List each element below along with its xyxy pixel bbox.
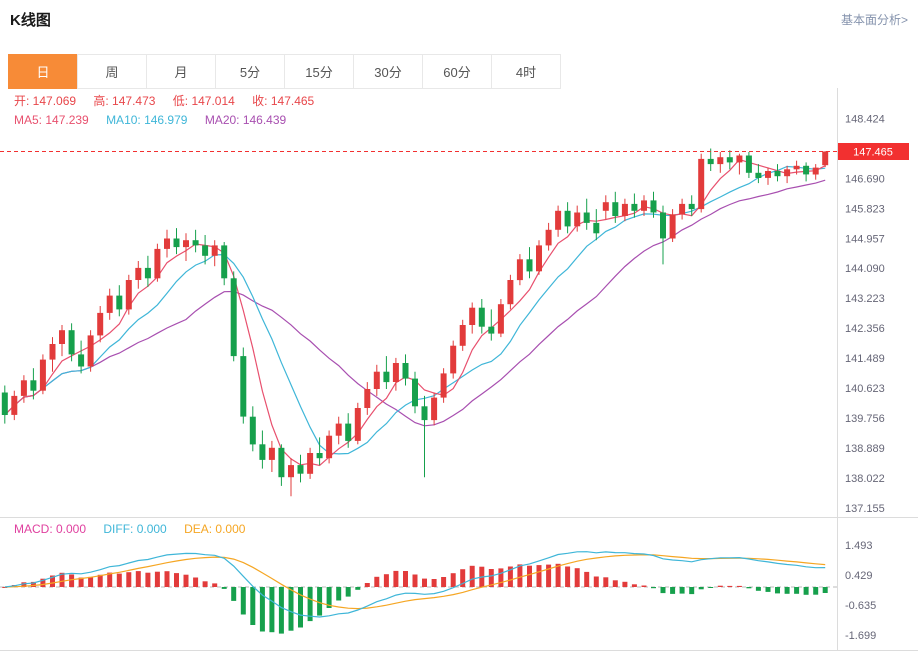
svg-text:144.090: 144.090	[845, 263, 885, 275]
dea-line	[4, 554, 826, 610]
tab-15分[interactable]: 15分	[284, 54, 354, 89]
tab-bar: 日周月 5分 15分 30分 60分 4时	[8, 54, 561, 89]
tab-5分[interactable]: 5分	[215, 54, 285, 89]
kline-chart[interactable]: 148.424 146.690 145.823 144.957 144.090 143.2…	[0, 88, 918, 653]
svg-text:143.223: 143.223	[845, 293, 885, 305]
ma20-line	[4, 179, 826, 427]
diff-line	[4, 551, 826, 618]
svg-text:139.756: 139.756	[845, 413, 885, 425]
svg-text:0.429: 0.429	[845, 570, 873, 582]
macd-axis: 1.493 0.429 -0.635 -1.699	[845, 540, 876, 642]
price-axis: 148.424 146.690 145.823 144.957 144.090 143.2…	[845, 113, 885, 515]
fundamental-analysis-link[interactable]: 基本面分析>	[840, 13, 908, 27]
panel-separators	[0, 88, 918, 651]
svg-text:-0.635: -0.635	[845, 600, 876, 612]
candlestick-layer	[1, 148, 829, 497]
svg-text:140.623: 140.623	[845, 383, 885, 395]
svg-text:138.889: 138.889	[845, 443, 885, 455]
page-title: K线图	[10, 12, 51, 29]
svg-text:137.155: 137.155	[845, 503, 885, 515]
svg-text:145.823: 145.823	[845, 203, 885, 215]
tab-日[interactable]: 日	[8, 54, 78, 89]
tab-月[interactable]: 月	[146, 54, 216, 89]
tab-周[interactable]: 周	[77, 54, 147, 89]
macd-histogram	[2, 563, 828, 634]
tab-30分[interactable]: 30分	[353, 54, 423, 89]
svg-text:142.356: 142.356	[845, 323, 885, 335]
tab-60分[interactable]: 60分	[422, 54, 492, 89]
svg-text:138.022: 138.022	[845, 473, 885, 485]
svg-text:146.690: 146.690	[845, 173, 885, 185]
svg-text:141.489: 141.489	[845, 353, 885, 365]
svg-text:1.493: 1.493	[845, 540, 873, 552]
svg-text:144.957: 144.957	[845, 233, 885, 245]
tab-4时[interactable]: 4时	[491, 54, 561, 89]
svg-text:148.424: 148.424	[845, 113, 885, 125]
current-price-tag: 147.465	[838, 143, 909, 160]
svg-text:147.465: 147.465	[853, 147, 893, 159]
svg-text:-1.699: -1.699	[845, 630, 876, 642]
